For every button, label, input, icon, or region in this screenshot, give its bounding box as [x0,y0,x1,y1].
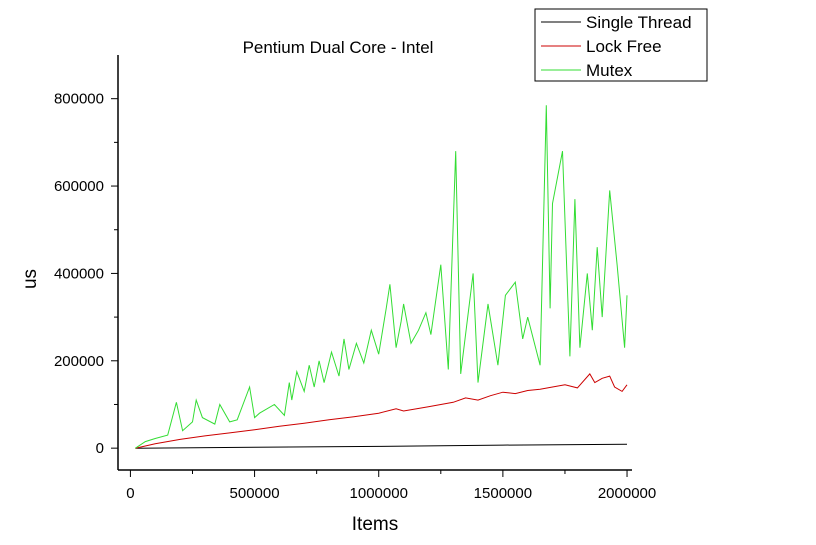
y-tick-label: 400000 [54,265,104,282]
legend-label-lock-free: Lock Free [586,37,662,56]
series-line-single-thread [135,443,628,449]
x-tick-label: 0 [126,485,134,502]
ticks: 0 500000 1000000 1500000 2000000 0 200000 40000… [54,91,656,502]
series-line-mutex [135,105,628,449]
y-tick-label: 0 [96,440,104,457]
series-line-lock-free [135,373,628,449]
x-tick-label: 500000 [230,485,280,502]
x-tick-label: 1000000 [350,485,408,502]
legend: Single Thread Lock Free Mutex [534,8,708,82]
x-tick-label: 1500000 [474,485,532,502]
y-tick-label: 200000 [54,353,104,370]
legend-label-mutex: Mutex [586,61,633,80]
axes [117,55,632,471]
series-layer [135,105,628,449]
x-tick-label: 2000000 [598,485,656,502]
x-axis-label: Items [352,514,398,535]
chart-title: Pentium Dual Core - Intel [243,38,434,57]
y-tick-label: 600000 [54,178,104,195]
legend-label-single-thread: Single Thread [586,13,692,32]
legend-box [534,8,708,82]
y-axis-label: us [20,269,41,289]
y-tick-label: 800000 [54,91,104,108]
